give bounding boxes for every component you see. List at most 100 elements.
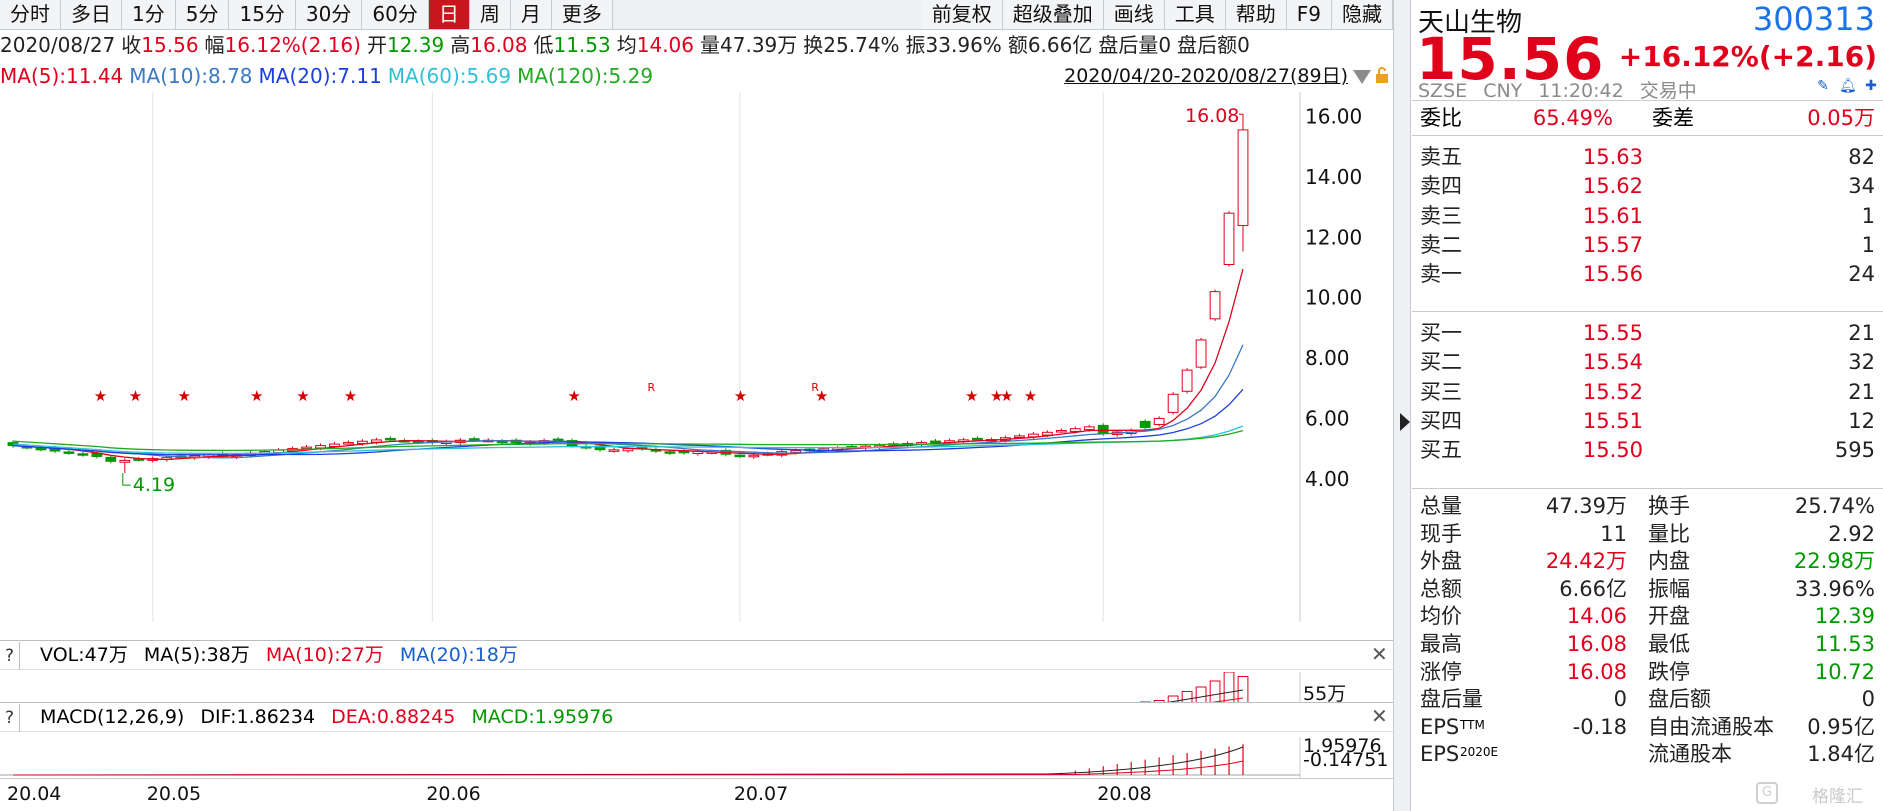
event-star-icon[interactable]: ★	[129, 387, 142, 405]
watermark: 格隆汇	[1812, 787, 1863, 807]
period-tab[interactable]: 月	[510, 0, 552, 29]
chart-area[interactable]: 分时 多日 1分 5分 15分 30分 60分日周月更多 前复权 超级叠加 画线 工具 帮助 F9 隐藏 …	[0, 0, 1393, 811]
asks-price: 15.61	[1582, 203, 1643, 228]
info-high-label: 高	[450, 33, 471, 57]
candle	[1069, 428, 1081, 432]
period-tab[interactable]: 多日	[61, 0, 122, 29]
info-amount: 6.66亿	[1027, 33, 1093, 57]
event-star-icon[interactable]: ★	[94, 387, 107, 405]
period-tab[interactable]: 5分	[175, 0, 230, 29]
ma-legend-item: MA(5):11.44	[0, 64, 124, 88]
divider	[1412, 135, 1883, 136]
stat-label: 最高	[1420, 632, 1462, 656]
asks-label: 卖一	[1420, 262, 1462, 287]
bids-price: 15.50	[1582, 438, 1643, 463]
event-star-icon[interactable]: ★	[568, 387, 581, 405]
event-star-icon[interactable]: ★	[1000, 387, 1013, 405]
period-tab[interactable]: 日	[428, 0, 470, 29]
stat-sup: TTM	[1460, 717, 1485, 732]
y-tick-label: 14.00	[1305, 165, 1362, 189]
close-macd-panel-icon[interactable]: ✕	[1371, 704, 1388, 728]
toolbar-button[interactable]: F9	[1286, 0, 1332, 29]
event-star-icon[interactable]: ★	[344, 387, 357, 405]
event-r-icon[interactable]: R	[648, 381, 656, 394]
toolbar-button[interactable]: 工具	[1164, 0, 1226, 29]
add-icon[interactable]: ✚	[1865, 78, 1877, 94]
stock-code[interactable]: 300313	[1752, 0, 1875, 38]
event-star-icon[interactable]: ★	[815, 387, 828, 405]
quote-actions: ✎ 🔔︎ ✚	[1815, 78, 1879, 94]
stat-label: 总量	[1420, 494, 1462, 518]
info-afterhours-amt: 盘后额0	[1177, 33, 1250, 57]
toolbar-button[interactable]: 画线	[1103, 0, 1165, 29]
x-tick-label: 20.04	[6, 783, 62, 805]
macd-dea: DEA:0.88245	[331, 706, 456, 728]
close-volume-panel-icon[interactable]: ✕	[1371, 642, 1388, 666]
event-star-icon[interactable]: ★	[990, 387, 1003, 405]
quote-panel: 天山生物 300313 15.56 +16.12%(+2.16) SZSE CN…	[1412, 0, 1883, 811]
period-tab[interactable]: 分时	[0, 0, 61, 29]
toolbar-button[interactable]: 超级叠加	[1002, 0, 1104, 29]
period-tab[interactable]: 60分	[362, 0, 429, 29]
kline-chart[interactable]: 16.00 14.00 12.00 10.00 8.00 6.00 4.00 16.08 4.1…	[0, 92, 1393, 622]
dea-line	[12, 760, 1244, 776]
stat-label: EPS	[1420, 714, 1460, 739]
stat-value: 33.96%	[1794, 576, 1875, 601]
asks-label: 卖四	[1420, 174, 1462, 199]
stat-value: 22.98万	[1793, 549, 1875, 574]
currency: CNY	[1483, 80, 1523, 102]
vol-y-top: 55万	[1303, 683, 1346, 705]
x-tick-label: 20.08	[1097, 783, 1152, 805]
period-tab[interactable]: 周	[469, 0, 511, 29]
lock-icon[interactable]	[1375, 66, 1389, 84]
event-star-icon[interactable]: ★	[178, 387, 191, 405]
event-star-icon[interactable]: ★	[965, 387, 978, 405]
period-tab[interactable]: 1分	[122, 0, 176, 29]
candle	[77, 453, 89, 456]
stat-label: 振幅	[1648, 576, 1690, 601]
stats-row: 总额 6.66亿 振幅 33.96%	[1412, 573, 1883, 606]
candle	[1223, 212, 1235, 265]
ma-legend-item: MA(20):7.11	[258, 64, 382, 88]
vol-help-icon[interactable]: ?	[0, 642, 20, 670]
bell-icon[interactable]: 🔔︎	[1839, 78, 1857, 94]
candle	[105, 456, 117, 462]
period-tab[interactable]: 30分	[295, 0, 363, 29]
candle	[1181, 369, 1193, 392]
event-star-icon[interactable]: ★	[734, 387, 747, 405]
info-close-label: 收	[121, 33, 142, 57]
stats-row: 总量 47.39万 换手 25.74%	[1412, 490, 1883, 523]
stat-value: 16.08	[1566, 659, 1627, 684]
event-star-icon[interactable]: ★	[1024, 387, 1037, 405]
period-tab[interactable]: 更多	[551, 0, 613, 29]
vol-ma10: MA(10):27万	[265, 644, 384, 666]
event-star-icon[interactable]: ★	[296, 387, 309, 405]
ma-legend-item: MA(120):5.29	[517, 64, 654, 88]
edit-icon[interactable]: ✎	[1817, 78, 1829, 94]
stat-value: 11	[1600, 521, 1627, 546]
date-range-text[interactable]: 2020/04/20-2020/08/27(89日)	[1064, 65, 1348, 87]
info-open-label: 开	[366, 33, 387, 57]
asks-volume: 1	[1861, 203, 1875, 228]
bids-label: 买五	[1420, 438, 1462, 463]
stat-value: 0	[1613, 687, 1627, 712]
bids-row: 买二 15.54 32	[1412, 345, 1883, 380]
candle	[1083, 426, 1095, 431]
asks-price: 15.63	[1582, 145, 1643, 169]
bids-volume: 32	[1848, 350, 1875, 375]
candle	[1167, 393, 1179, 413]
macd-help-icon[interactable]: ?	[0, 704, 20, 732]
period-tab[interactable]: 15分	[229, 0, 296, 29]
panel-splitter[interactable]	[1393, 0, 1411, 811]
range-dropdown-icon[interactable]	[1353, 70, 1371, 84]
toolbar-button[interactable]: 帮助	[1225, 0, 1287, 29]
toolbar-button[interactable]: 前复权	[921, 0, 1003, 29]
event-star-icon[interactable]: ★	[250, 387, 263, 405]
stat-value: 6.66亿	[1559, 576, 1627, 601]
toolbar-button[interactable]: 隐藏	[1332, 0, 1393, 29]
asks-price: 15.56	[1582, 262, 1643, 287]
event-r-icon[interactable]: R	[811, 381, 819, 394]
asks-price: 15.62	[1582, 174, 1643, 199]
expand-arrow-icon[interactable]	[1400, 413, 1410, 431]
stat-value: 12.39	[1814, 604, 1875, 629]
